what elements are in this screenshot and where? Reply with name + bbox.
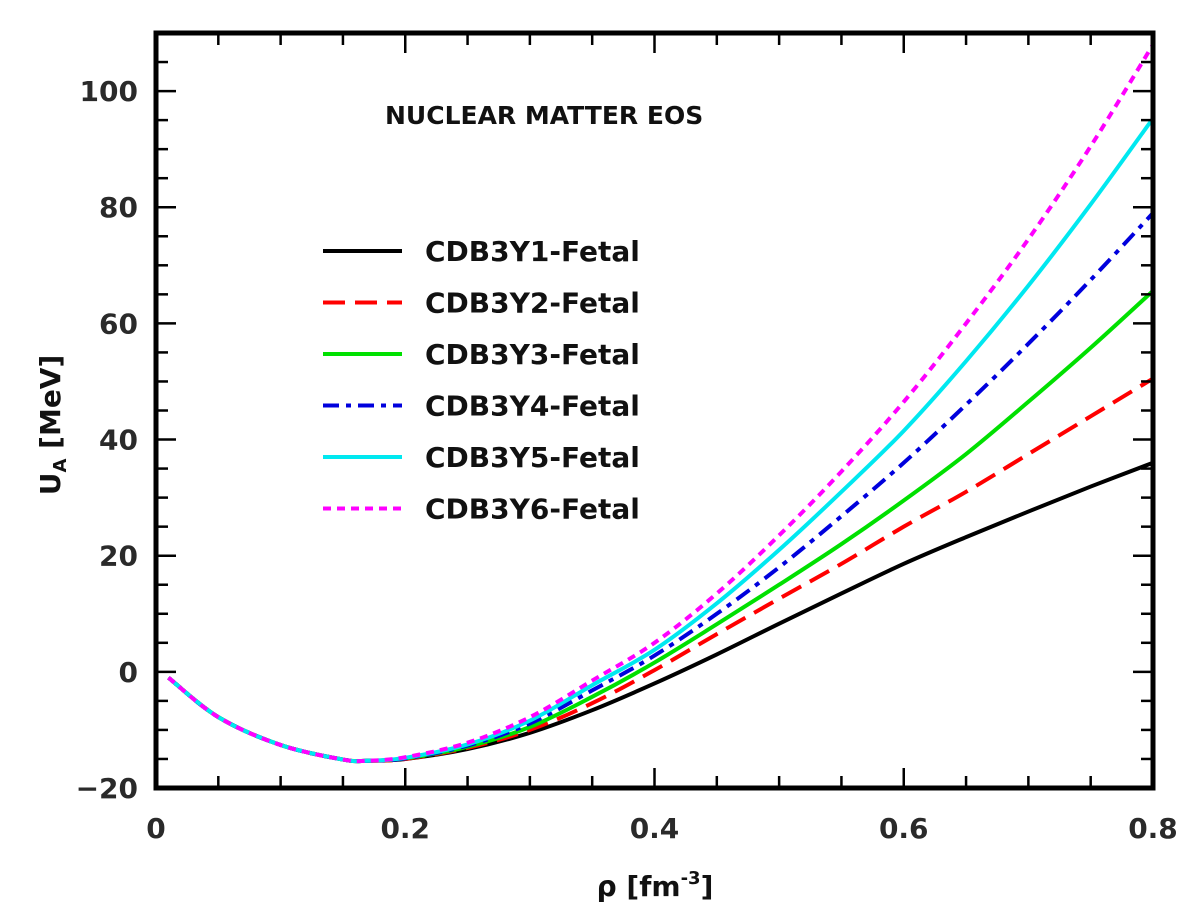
plot-frame (153, 30, 1156, 791)
y-tick-label: 0 (119, 656, 138, 689)
legend-label-5: CDB3Y5-Fetal (425, 441, 640, 474)
x-tick-label: 0.8 (1128, 812, 1178, 845)
x-tick-label: 0.6 (879, 812, 929, 845)
x-tick-label: 0.2 (380, 812, 430, 845)
legend-label-1: CDB3Y1-Fetal (425, 235, 640, 268)
series-line-3 (167, 289, 1155, 764)
y-tick-label: 80 (99, 191, 138, 224)
y-axis-label-sub: A (50, 459, 71, 473)
legend-label-6: CDB3Y6-Fetal (425, 493, 640, 526)
x-axis-label-sup: -3 (681, 868, 701, 889)
legend-label-4: CDB3Y4-Fetal (425, 390, 640, 423)
legend-label-2: CDB3Y2-Fetal (425, 287, 640, 320)
x-tick-label: 0 (146, 812, 165, 845)
x-tick-label: 0.4 (630, 812, 680, 845)
series-line-6 (167, 43, 1155, 764)
chart-title: NUCLEAR MATTER EOS (385, 101, 703, 130)
legend: CDB3Y1-Fetal CDB3Y2-Fetal CDB3Y3-Fetal CDB3… (323, 235, 640, 526)
series-line-4 (167, 211, 1155, 764)
x-axis-label: ρ [fm-3] (597, 868, 714, 903)
series-group (167, 43, 1155, 764)
y-tick-label: 100 (80, 75, 138, 108)
x-axis-label-end: ] (701, 870, 714, 903)
x-axis-label-main: ρ [fm (597, 870, 681, 903)
series-line-1 (167, 460, 1154, 764)
y-axis-label-main: U (34, 473, 67, 496)
legend-label-3: CDB3Y3-Fetal (425, 338, 640, 371)
y-axis-label-end: [MeV] (34, 355, 67, 459)
y-tick-label: 60 (99, 307, 138, 340)
y-tick-label: 20 (99, 540, 138, 573)
y-tick-label: 40 (99, 424, 138, 457)
y-axis-label: UA [MeV] (34, 355, 71, 496)
y-tick-label: −20 (76, 772, 138, 805)
axis-ticks (154, 31, 1155, 790)
series-line-2 (167, 376, 1155, 764)
